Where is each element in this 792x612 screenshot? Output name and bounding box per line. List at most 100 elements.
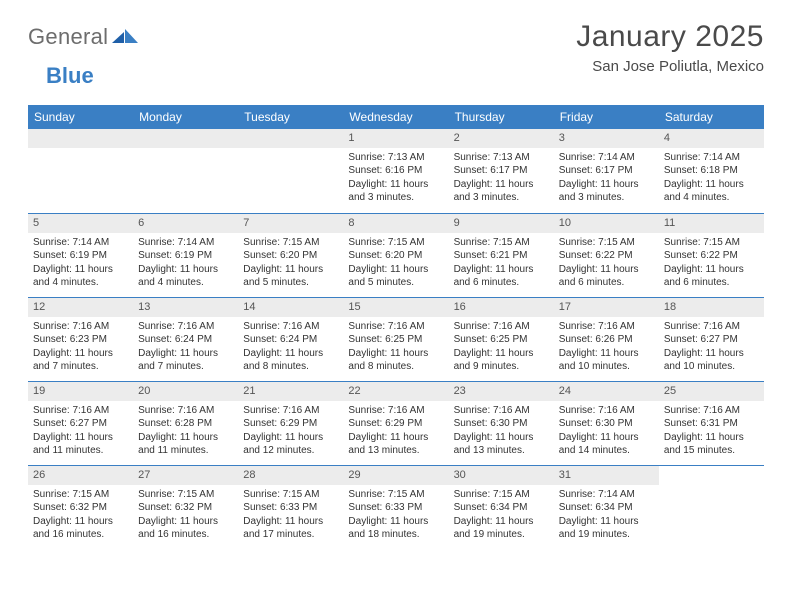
- day-content: Sunrise: 7:15 AMSunset: 6:21 PMDaylight:…: [449, 233, 554, 296]
- sunrise-line: Sunrise: 7:16 AM: [243, 320, 338, 334]
- daylight-line: Daylight: 11 hours and 12 minutes.: [243, 431, 338, 458]
- title-block: January 2025 San Jose Poliutla, Mexico: [576, 20, 764, 75]
- daylight-line: Daylight: 11 hours and 10 minutes.: [559, 347, 654, 374]
- sunset-line: Sunset: 6:28 PM: [138, 417, 233, 431]
- daylight-line: Daylight: 11 hours and 3 minutes.: [559, 178, 654, 205]
- sunset-line: Sunset: 6:32 PM: [138, 501, 233, 515]
- daylight-line: Daylight: 11 hours and 18 minutes.: [348, 515, 443, 542]
- sunset-line: Sunset: 6:26 PM: [559, 333, 654, 347]
- sunset-line: Sunset: 6:25 PM: [348, 333, 443, 347]
- sunset-line: Sunset: 6:20 PM: [348, 249, 443, 263]
- sunset-line: Sunset: 6:33 PM: [348, 501, 443, 515]
- day-content: Sunrise: 7:14 AMSunset: 6:19 PMDaylight:…: [28, 233, 133, 296]
- day-content: Sunrise: 7:13 AMSunset: 6:16 PMDaylight:…: [343, 148, 448, 211]
- day-content: Sunrise: 7:16 AMSunset: 6:25 PMDaylight:…: [343, 317, 448, 380]
- daylight-line: Daylight: 11 hours and 19 minutes.: [454, 515, 549, 542]
- daynum: 4: [659, 129, 764, 148]
- daynum: 9: [449, 214, 554, 233]
- daylight-line: Daylight: 11 hours and 7 minutes.: [33, 347, 128, 374]
- sunrise-line: Sunrise: 7:14 AM: [559, 488, 654, 502]
- sunrise-line: Sunrise: 7:16 AM: [348, 320, 443, 334]
- logo-text-blue: Blue: [46, 63, 94, 88]
- sunrise-line: Sunrise: 7:16 AM: [138, 404, 233, 418]
- daylight-line: Daylight: 11 hours and 19 minutes.: [559, 515, 654, 542]
- day-content: Sunrise: 7:15 AMSunset: 6:34 PMDaylight:…: [449, 485, 554, 548]
- sunset-line: Sunset: 6:16 PM: [348, 164, 443, 178]
- sunrise-line: Sunrise: 7:15 AM: [348, 488, 443, 502]
- day-content: Sunrise: 7:15 AMSunset: 6:33 PMDaylight:…: [343, 485, 448, 548]
- sunrise-line: Sunrise: 7:15 AM: [138, 488, 233, 502]
- sunset-line: Sunset: 6:32 PM: [33, 501, 128, 515]
- day-content: Sunrise: 7:15 AMSunset: 6:20 PMDaylight:…: [238, 233, 343, 296]
- daylight-line: Daylight: 11 hours and 3 minutes.: [348, 178, 443, 205]
- calendar-cell: 19Sunrise: 7:16 AMSunset: 6:27 PMDayligh…: [28, 381, 133, 465]
- daynum: 17: [554, 298, 659, 317]
- calendar-cell: 11Sunrise: 7:15 AMSunset: 6:22 PMDayligh…: [659, 213, 764, 297]
- sunrise-line: Sunrise: 7:15 AM: [454, 236, 549, 250]
- calendar-cell: 24Sunrise: 7:16 AMSunset: 6:30 PMDayligh…: [554, 381, 659, 465]
- sunset-line: Sunset: 6:20 PM: [243, 249, 338, 263]
- daynum-bar-empty: [28, 129, 133, 148]
- calendar-cell: 3Sunrise: 7:14 AMSunset: 6:17 PMDaylight…: [554, 129, 659, 213]
- daynum: 1: [343, 129, 448, 148]
- calendar-body: 1Sunrise: 7:13 AMSunset: 6:16 PMDaylight…: [28, 129, 764, 549]
- daynum: 24: [554, 382, 659, 401]
- sunrise-line: Sunrise: 7:15 AM: [348, 236, 443, 250]
- day-content: Sunrise: 7:16 AMSunset: 6:24 PMDaylight:…: [238, 317, 343, 380]
- daylight-line: Daylight: 11 hours and 4 minutes.: [33, 263, 128, 290]
- sunset-line: Sunset: 6:17 PM: [559, 164, 654, 178]
- daynum: 20: [133, 382, 238, 401]
- day-header-mon: Monday: [133, 105, 238, 129]
- sunset-line: Sunset: 6:30 PM: [454, 417, 549, 431]
- daynum: 31: [554, 466, 659, 485]
- sunset-line: Sunset: 6:24 PM: [138, 333, 233, 347]
- day-content: Sunrise: 7:16 AMSunset: 6:27 PMDaylight:…: [28, 401, 133, 464]
- sunrise-line: Sunrise: 7:14 AM: [664, 151, 759, 165]
- sunset-line: Sunset: 6:30 PM: [559, 417, 654, 431]
- sunrise-line: Sunrise: 7:16 AM: [243, 404, 338, 418]
- daynum: 8: [343, 214, 448, 233]
- sunrise-line: Sunrise: 7:16 AM: [559, 404, 654, 418]
- day-content: Sunrise: 7:13 AMSunset: 6:17 PMDaylight:…: [449, 148, 554, 211]
- calendar-cell: 8Sunrise: 7:15 AMSunset: 6:20 PMDaylight…: [343, 213, 448, 297]
- calendar-cell: 14Sunrise: 7:16 AMSunset: 6:24 PMDayligh…: [238, 297, 343, 381]
- sunrise-line: Sunrise: 7:13 AM: [348, 151, 443, 165]
- daylight-line: Daylight: 11 hours and 10 minutes.: [664, 347, 759, 374]
- day-header-sun: Sunday: [28, 105, 133, 129]
- daynum: 26: [28, 466, 133, 485]
- sunset-line: Sunset: 6:25 PM: [454, 333, 549, 347]
- calendar-cell: 12Sunrise: 7:16 AMSunset: 6:23 PMDayligh…: [28, 297, 133, 381]
- location: San Jose Poliutla, Mexico: [576, 58, 764, 75]
- sunrise-line: Sunrise: 7:16 AM: [664, 320, 759, 334]
- daylight-line: Daylight: 11 hours and 16 minutes.: [138, 515, 233, 542]
- day-header-tue: Tuesday: [238, 105, 343, 129]
- daynum: 10: [554, 214, 659, 233]
- daynum: 5: [28, 214, 133, 233]
- daylight-line: Daylight: 11 hours and 7 minutes.: [138, 347, 233, 374]
- sunset-line: Sunset: 6:33 PM: [243, 501, 338, 515]
- day-content: Sunrise: 7:16 AMSunset: 6:25 PMDaylight:…: [449, 317, 554, 380]
- sunrise-line: Sunrise: 7:15 AM: [243, 488, 338, 502]
- daylight-line: Daylight: 11 hours and 9 minutes.: [454, 347, 549, 374]
- day-content: Sunrise: 7:16 AMSunset: 6:29 PMDaylight:…: [343, 401, 448, 464]
- sunset-line: Sunset: 6:29 PM: [348, 417, 443, 431]
- sunset-line: Sunset: 6:34 PM: [559, 501, 654, 515]
- logo-text-general: General: [28, 24, 108, 50]
- sunrise-line: Sunrise: 7:14 AM: [559, 151, 654, 165]
- sunset-line: Sunset: 6:34 PM: [454, 501, 549, 515]
- sunrise-line: Sunrise: 7:16 AM: [559, 320, 654, 334]
- daynum: 15: [343, 298, 448, 317]
- daylight-line: Daylight: 11 hours and 11 minutes.: [138, 431, 233, 458]
- day-content: Sunrise: 7:14 AMSunset: 6:18 PMDaylight:…: [659, 148, 764, 211]
- calendar-cell: 16Sunrise: 7:16 AMSunset: 6:25 PMDayligh…: [449, 297, 554, 381]
- daylight-line: Daylight: 11 hours and 3 minutes.: [454, 178, 549, 205]
- daynum-bar-empty: [133, 129, 238, 148]
- day-header-fri: Friday: [554, 105, 659, 129]
- daynum: 19: [28, 382, 133, 401]
- day-content: Sunrise: 7:15 AMSunset: 6:33 PMDaylight:…: [238, 485, 343, 548]
- day-content: Sunrise: 7:15 AMSunset: 6:22 PMDaylight:…: [554, 233, 659, 296]
- daylight-line: Daylight: 11 hours and 4 minutes.: [138, 263, 233, 290]
- daylight-line: Daylight: 11 hours and 4 minutes.: [664, 178, 759, 205]
- calendar-cell: 29Sunrise: 7:15 AMSunset: 6:33 PMDayligh…: [343, 465, 448, 549]
- daynum: 18: [659, 298, 764, 317]
